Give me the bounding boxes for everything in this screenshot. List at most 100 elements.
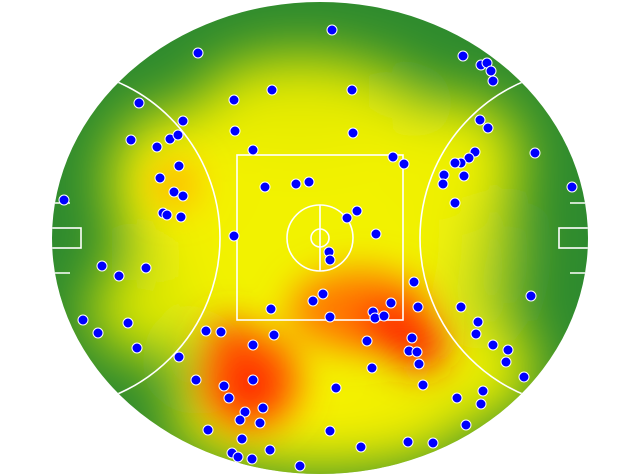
point bbox=[324, 254, 336, 266]
point bbox=[218, 380, 230, 392]
point bbox=[96, 260, 108, 272]
point bbox=[154, 172, 166, 184]
point bbox=[438, 169, 450, 181]
point bbox=[192, 47, 204, 59]
point bbox=[177, 190, 189, 202]
point bbox=[413, 358, 425, 370]
point bbox=[265, 303, 277, 315]
point bbox=[487, 339, 499, 351]
point bbox=[330, 382, 342, 394]
point bbox=[259, 181, 271, 193]
point bbox=[247, 374, 259, 386]
point bbox=[168, 186, 180, 198]
point bbox=[234, 414, 246, 426]
point bbox=[457, 50, 469, 62]
point bbox=[202, 424, 214, 436]
point bbox=[346, 84, 358, 96]
point bbox=[475, 398, 487, 410]
point bbox=[474, 114, 486, 126]
point bbox=[402, 436, 414, 448]
point bbox=[215, 326, 227, 338]
point bbox=[487, 75, 499, 87]
point bbox=[228, 230, 240, 242]
point bbox=[161, 209, 173, 221]
point bbox=[303, 176, 315, 188]
point bbox=[385, 297, 397, 309]
point bbox=[113, 270, 125, 282]
point bbox=[406, 332, 418, 344]
point bbox=[324, 311, 336, 323]
point bbox=[408, 276, 420, 288]
point bbox=[229, 125, 241, 137]
point bbox=[172, 129, 184, 141]
point bbox=[398, 158, 410, 170]
point bbox=[458, 170, 470, 182]
point bbox=[290, 178, 302, 190]
point bbox=[485, 65, 497, 77]
point bbox=[500, 356, 512, 368]
point bbox=[266, 84, 278, 96]
point bbox=[366, 362, 378, 374]
point bbox=[502, 344, 514, 356]
point bbox=[223, 392, 235, 404]
point bbox=[239, 406, 251, 418]
point bbox=[268, 329, 280, 341]
point bbox=[190, 374, 202, 386]
point bbox=[236, 433, 248, 445]
point bbox=[518, 371, 530, 383]
point bbox=[317, 288, 329, 300]
point bbox=[449, 197, 461, 209]
point bbox=[133, 97, 145, 109]
point bbox=[247, 144, 259, 156]
point bbox=[77, 314, 89, 326]
point bbox=[58, 194, 70, 206]
point bbox=[92, 327, 104, 339]
point bbox=[411, 346, 423, 358]
point bbox=[460, 419, 472, 431]
point bbox=[200, 325, 212, 337]
point bbox=[307, 295, 319, 307]
point bbox=[324, 425, 336, 437]
point bbox=[417, 379, 429, 391]
point bbox=[173, 351, 185, 363]
point bbox=[175, 211, 187, 223]
point bbox=[361, 335, 373, 347]
point bbox=[257, 402, 269, 414]
point bbox=[477, 385, 489, 397]
point bbox=[463, 152, 475, 164]
point bbox=[247, 339, 259, 351]
point bbox=[451, 392, 463, 404]
point bbox=[326, 24, 338, 36]
point bbox=[369, 312, 381, 324]
point bbox=[125, 134, 137, 146]
points bbox=[58, 24, 578, 472]
point bbox=[140, 262, 152, 274]
point bbox=[232, 451, 244, 463]
point bbox=[351, 205, 363, 217]
point bbox=[131, 342, 143, 354]
point bbox=[378, 310, 390, 322]
point bbox=[151, 141, 163, 153]
point bbox=[246, 453, 258, 465]
point bbox=[228, 94, 240, 106]
point bbox=[355, 441, 367, 453]
point bbox=[294, 460, 306, 472]
point bbox=[427, 437, 439, 449]
point bbox=[122, 317, 134, 329]
point bbox=[566, 181, 578, 193]
point bbox=[472, 316, 484, 328]
point bbox=[470, 328, 482, 340]
point bbox=[341, 212, 353, 224]
point bbox=[264, 444, 276, 456]
point bbox=[455, 301, 467, 313]
point bbox=[482, 122, 494, 134]
point bbox=[173, 160, 185, 172]
point bbox=[529, 147, 541, 159]
point bbox=[412, 301, 424, 313]
point bbox=[449, 157, 461, 169]
point bbox=[370, 228, 382, 240]
point bbox=[387, 151, 399, 163]
point bbox=[177, 115, 189, 127]
point bbox=[347, 127, 359, 139]
